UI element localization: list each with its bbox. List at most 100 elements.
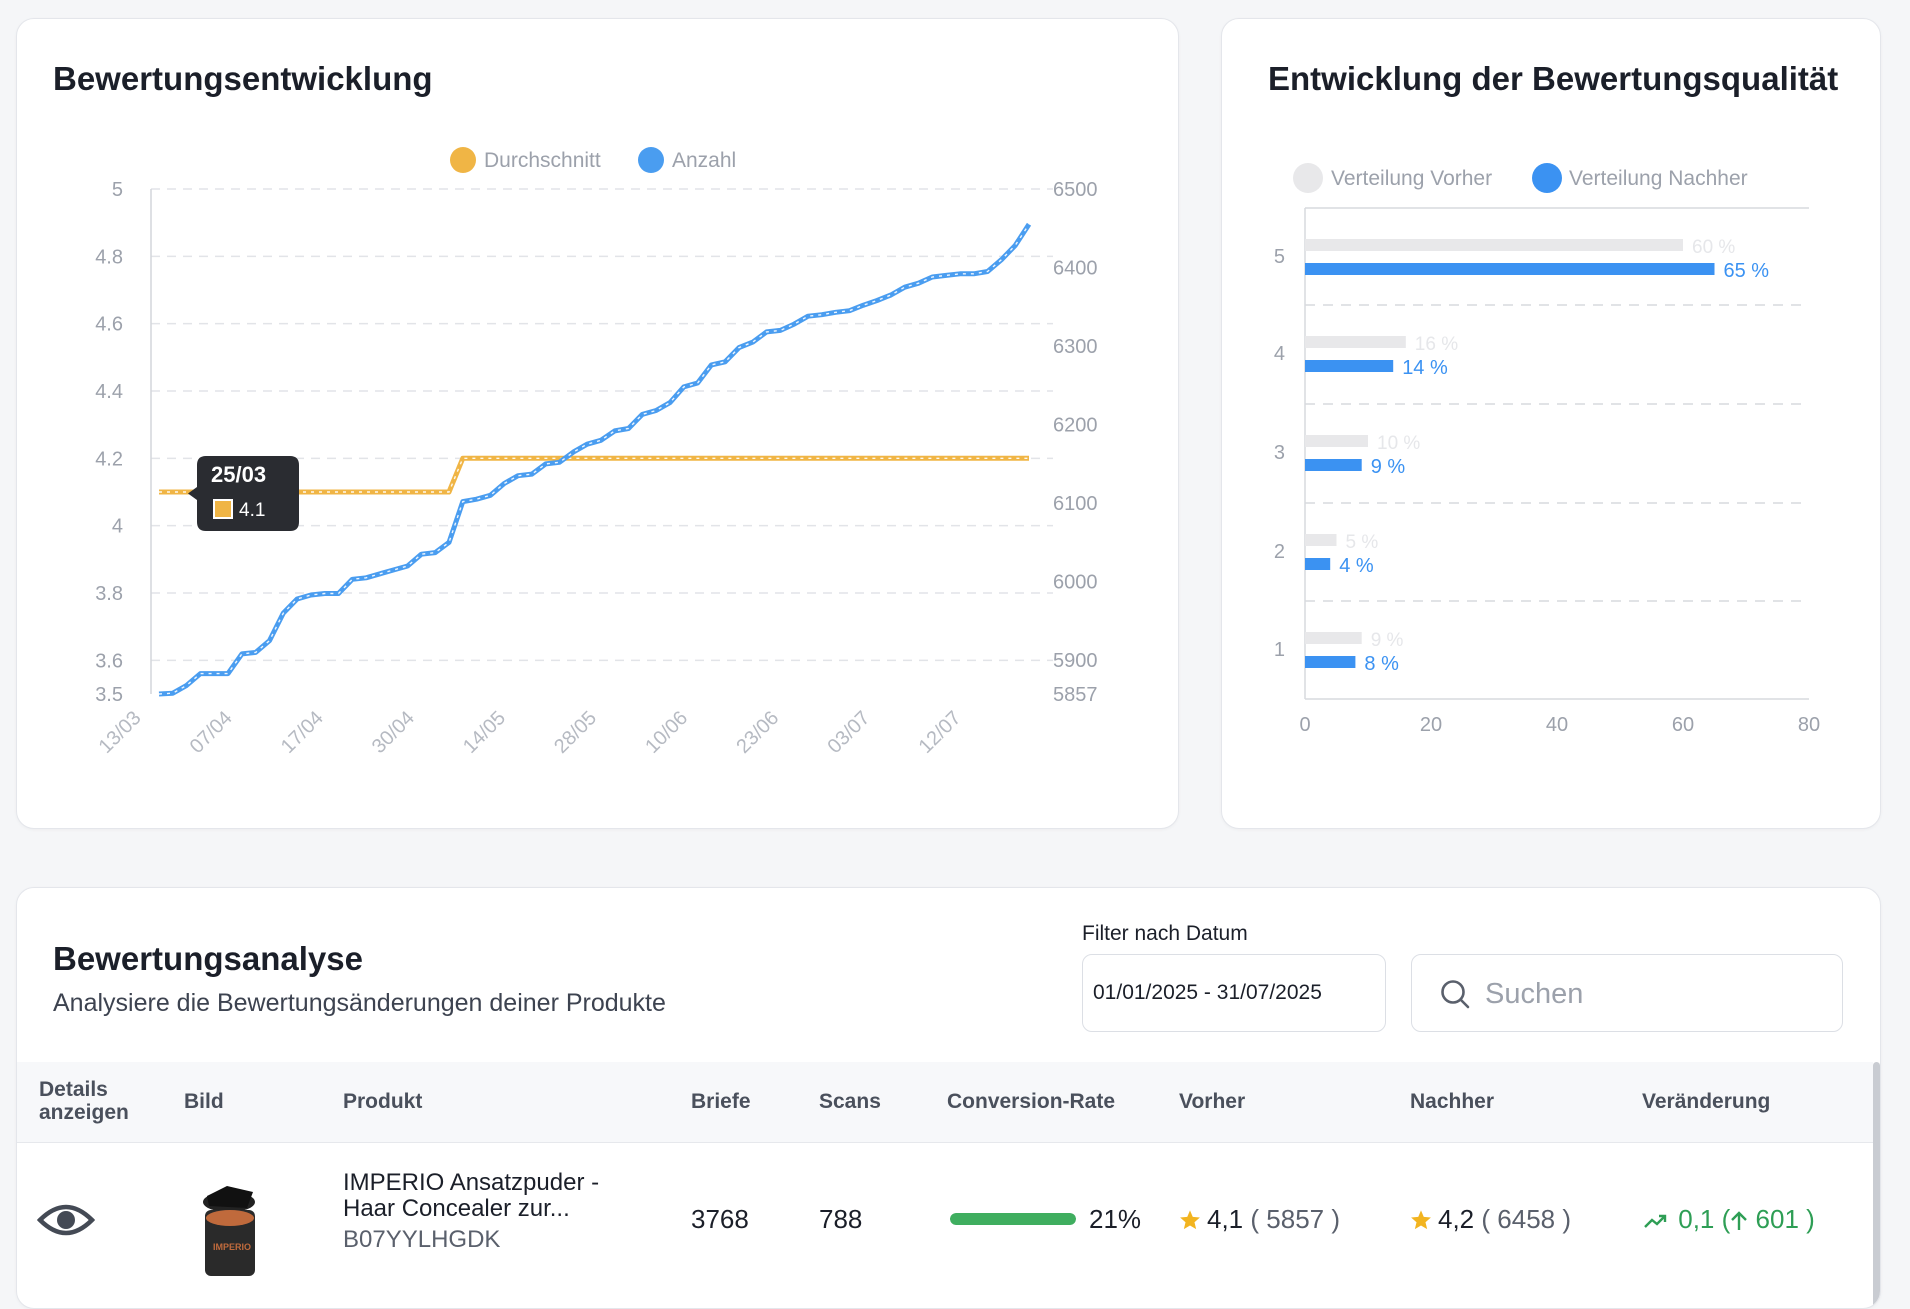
y-left-tick-label: 4.6 [95,314,123,336]
product-asin: B07YYLHGDK [343,1226,501,1253]
tooltip-date: 25/03 [211,462,266,487]
x-tick-label: 10/06 [641,707,692,758]
legend-average-label[interactable]: Durchschnitt [484,149,601,172]
change-paren-open: ( [1721,1204,1731,1234]
bar-before[interactable] [1305,239,1683,251]
after-rating: 4,2 [1438,1204,1475,1234]
product-brand-label: IMPERIO [213,1242,251,1252]
column-before[interactable]: Vorher [1179,1090,1246,1113]
bar-after[interactable] [1305,360,1394,372]
category-label: 5 [1274,246,1285,268]
bar-before[interactable] [1305,336,1406,348]
before-rating-cell: 4,1 ( 5857 ) [1207,1204,1340,1235]
bar-after[interactable] [1305,656,1356,668]
bar-after[interactable] [1305,263,1715,275]
y-right-tick-label: 6200 [1053,415,1098,437]
legend-count-label[interactable]: Anzahl [672,149,736,172]
x-tick-label: 28/05 [550,707,601,758]
eye-icon[interactable] [37,1200,95,1240]
y-left-tick-label: 3.8 [95,583,123,605]
y-right-tick-label: 6100 [1053,493,1098,515]
y-left-tick-label: 3.5 [95,684,123,706]
quality-card: Entwicklung der Bewertungsqualität Verte… [1221,18,1881,829]
date-filter-label: Filter nach Datum [1082,922,1248,945]
column-after[interactable]: Nachher [1410,1090,1495,1113]
bar-before-label: 16 % [1415,334,1458,355]
bar-after-label: 14 % [1402,357,1448,379]
table-header: Details anzeigen Bild Produkt Briefe Sca… [17,1062,1873,1143]
review-trend-chart: Durchschnitt Anzahl 5 4.8 4.6 4.4 4.2 4 3.8 3.6… [95,147,1098,758]
category-label: 4 [1274,343,1285,365]
column-change[interactable]: Veränderung [1642,1090,1771,1113]
column-details-line1: Details [39,1078,108,1101]
quality-chart: Verteilung Vorher Verteilung Nachher 0 20… [1274,163,1820,736]
x-tick-label: 20 [1420,714,1442,736]
column-conversion[interactable]: Conversion-Rate [947,1090,1116,1113]
x-tick-label: 13/03 [95,707,146,758]
bar-before-label: 5 % [1346,532,1379,553]
bar-before-label: 60 % [1692,237,1735,258]
count-series-line[interactable] [158,222,1032,697]
review-trend-title: Bewertungsentwicklung [53,60,433,97]
column-image[interactable]: Bild [184,1090,224,1113]
conversion-bar-fill [950,1213,1076,1225]
x-tick-label: 60 [1672,714,1694,736]
bar-after-label: 65 % [1724,260,1770,282]
star-icon [1180,1210,1200,1230]
x-tick-label: 12/07 [915,707,966,758]
x-tick-label: 30/04 [368,707,419,758]
before-count: ( 5857 ) [1250,1204,1340,1234]
y-left-tick-label: 4.8 [95,246,123,268]
legend-after-marker[interactable] [1532,163,1562,193]
product-thumbnail: IMPERIO [203,1186,255,1276]
legend-count-marker[interactable] [638,147,664,173]
column-product[interactable]: Produkt [343,1090,423,1113]
y-right-tick-label: 5900 [1053,650,1098,672]
table-row[interactable]: IMPERIO IMPERIO Ansatzpuder - Haar Conce… [17,1142,1873,1308]
search-box[interactable] [1411,954,1843,1032]
x-tick-label: 03/07 [823,707,874,758]
analysis-subtitle: Analysiere die Bewertungsänderungen dein… [53,989,666,1017]
y-right-tick-label: 6400 [1053,258,1098,280]
date-range-field[interactable]: 01/01/2025 - 31/07/2025 [1082,954,1386,1032]
legend-before-marker[interactable] [1293,163,1323,193]
conversion-bar [950,1213,1076,1225]
y-left-tick-label: 5 [112,179,123,201]
y-left-tick-label: 4.2 [95,448,123,470]
star-icon [1411,1210,1431,1230]
column-details-line2: anzeigen [39,1101,129,1124]
arrow-up-icon [1731,1211,1748,1231]
column-details[interactable]: Details anzeigen [39,1078,129,1124]
bar-before-label: 9 % [1371,630,1404,651]
bar-before[interactable] [1305,534,1337,546]
legend-after-label[interactable]: Verteilung Nachher [1569,167,1748,190]
analysis-title: Bewertungsanalyse [53,940,363,977]
product-name-line1: IMPERIO Ansatzpuder - [343,1169,600,1196]
trending-up-icon [1644,1214,1667,1228]
change-count: 601 [1755,1204,1799,1234]
category-label: 1 [1274,639,1285,661]
search-icon [1441,980,1470,1009]
x-tick-label: 23/06 [732,707,783,758]
table-scrollbar[interactable] [1873,1062,1880,1308]
column-letters[interactable]: Briefe [691,1090,751,1113]
product-name-cell[interactable]: IMPERIO Ansatzpuder - Haar Concealer zur… [343,1170,643,1222]
bar-after[interactable] [1305,558,1331,570]
quality-title: Entwicklung der Bewertungsqualität [1268,60,1839,97]
bar-before[interactable] [1305,435,1368,447]
x-tick-label: 07/04 [186,707,237,758]
y-left-tick-label: 4 [112,516,123,538]
legend-average-marker[interactable] [450,147,476,173]
letters-value: 3768 [691,1204,749,1234]
legend-before-label[interactable]: Verteilung Vorher [1331,167,1492,190]
bar-before[interactable] [1305,632,1362,644]
change-paren-close: ) [1806,1204,1815,1234]
bar-before-label: 10 % [1377,433,1420,454]
bar-after-label: 8 % [1364,653,1399,675]
y-right-tick-label: 6300 [1053,336,1098,358]
bar-after[interactable] [1305,459,1362,471]
column-scans[interactable]: Scans [819,1090,881,1113]
search-input[interactable] [1483,969,1827,1019]
category-label: 3 [1274,442,1285,464]
category-label: 2 [1274,541,1285,563]
